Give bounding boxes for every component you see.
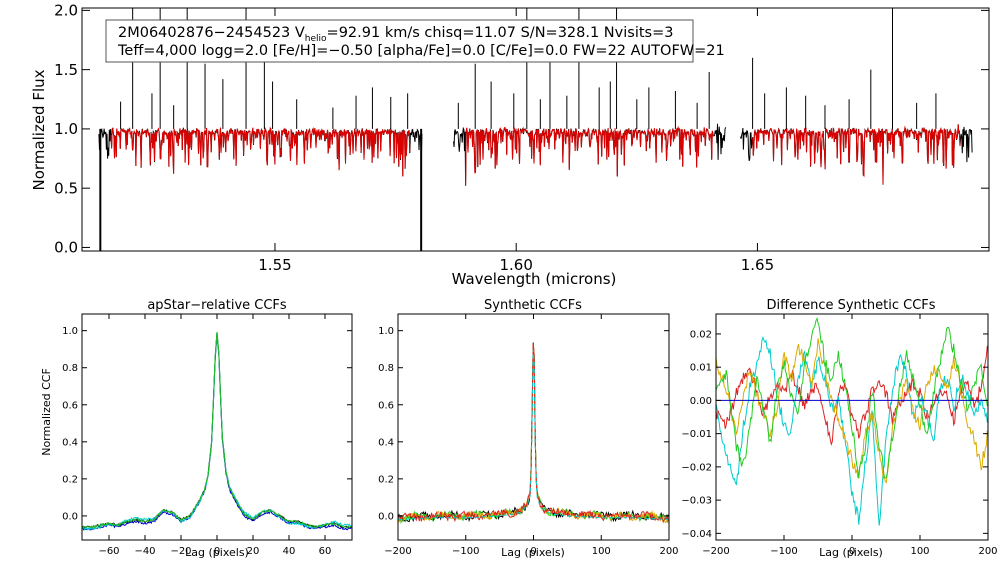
synthetic-ccf-y-tick-label: 0.6: [378, 400, 394, 411]
spectrum-y-tick-label: 0.5: [54, 179, 78, 197]
synthetic-ccf-axes: −200 −100 0 100 200 0.0 0.2 0.4 0.6 0.8 1.0: [378, 314, 679, 557]
diff-ccf-line: [715, 345, 988, 446]
info-line-1-subscript: helio: [305, 34, 327, 44]
info-line-1-suffix: =92.91 km/s chisq=11.07 S/N=328.1 Nvisit…: [327, 25, 674, 41]
synthetic-ccf-x-tick-label: 0: [530, 546, 536, 557]
apstar-ccf-y-tick-label: 0.6: [62, 400, 78, 411]
spectrum-y-tick-label: 0.0: [54, 239, 78, 257]
apstar-ccf-data: [81, 331, 353, 531]
synthetic-ccf-x-tick-label: −100: [452, 546, 479, 557]
spectrum-frame: [81, 7, 990, 252]
info-line-1: 2M06402876−2454523 Vhelio=92.91 km/s chi…: [118, 25, 673, 44]
synthetic-ccf-title: Synthetic CCFs: [484, 298, 582, 313]
diff-ccf-x-tick-label: 200: [978, 546, 997, 557]
apstar-ccf-y-tick-label: 0.4: [62, 437, 78, 448]
diff-ccf-x-tick-label: 0: [849, 546, 855, 557]
spectrum-x-tick-label: 1.65: [741, 256, 774, 274]
apstar-ccf-y-tick-label: 1.0: [62, 326, 78, 337]
diff-ccf-x-tick-label: −200: [702, 546, 729, 557]
apstar-ccf-panel: −60 −40 −20 0 20 40 60 0.0 0.2 0.4 0.6 0.8 1.0 apSta…: [40, 298, 353, 559]
diff-ccf-x-tick-label: −100: [770, 546, 797, 557]
spectrum-model-line: [752, 124, 961, 184]
apstar-ccf-x-tick-label: 60: [319, 546, 332, 557]
diff-ccf-x-label: Lag (pixels): [819, 546, 883, 559]
spectrum-x-tick-label: 1.55: [258, 256, 291, 274]
apstar-ccf-y-label: Normalized CCF: [40, 368, 53, 456]
apstar-ccf-line: [81, 331, 353, 529]
apstar-ccf-y-tick-label: 0.8: [62, 363, 78, 374]
diff-ccf-y-tick-label: 0.01: [690, 363, 712, 374]
diff-ccf-y-tick-label: −0.02: [681, 462, 712, 473]
diff-ccf-y-tick-label: 0.00: [690, 396, 712, 407]
apstar-ccf-x-tick-label: 0: [214, 546, 220, 557]
apstar-ccf-frame: [81, 313, 353, 541]
synthetic-ccf-line: [397, 349, 669, 521]
apstar-ccf-y-tick-label: 0.0: [62, 511, 78, 522]
diff-ccf-panel: −200 −100 0 100 200 −0.04 −0.03 −0.02 −0.01 0.00 0…: [681, 298, 997, 559]
apstar-ccf-y-tick-label: 0.2: [62, 474, 78, 485]
spectrum-panel: 1.55 1.60 1.65 0.0 0.5 1.0 1.5 2.0 2M06402876−2…: [30, 2, 990, 288]
diff-ccf-frame: [715, 313, 989, 541]
spectrum-model-line: [465, 125, 715, 186]
spectrum-axes: 1.55 1.60 1.65 0.0 0.5 1.0 1.5 2.0: [54, 2, 989, 274]
apstar-ccf-x-tick-label: −20: [170, 546, 191, 557]
apstar-ccf-line: [81, 332, 353, 531]
diff-ccf-x-tick-label: 100: [910, 546, 929, 557]
info-line-2: Teff=4,000 logg=2.0 [Fe/H]=−0.50 [alpha/…: [117, 43, 725, 59]
apstar-ccf-x-tick-label: 40: [283, 546, 296, 557]
spectrum-x-tick-label: 1.60: [499, 256, 532, 274]
diff-ccf-title: Difference Synthetic CCFs: [766, 298, 935, 313]
synthetic-ccf-panel: −200 −100 0 100 200 0.0 0.2 0.4 0.6 0.8 1.0 Synthe…: [378, 298, 678, 559]
apstar-ccf-x-tick-label: −60: [98, 546, 119, 557]
diff-ccf-line: [715, 338, 988, 484]
spectrum-y-tick-label: 2.0: [54, 2, 78, 20]
diff-ccf-data: [715, 317, 988, 526]
diff-ccf-line: [715, 317, 988, 479]
apstar-ccf-x-tick-label: −40: [134, 546, 155, 557]
synthetic-ccf-data: [397, 342, 669, 525]
diff-ccf-axes: −200 −100 0 100 200 −0.04 −0.03 −0.02 −0.01 0.00 0…: [681, 314, 998, 557]
apstar-ccf-line: [81, 333, 353, 531]
synthetic-ccf-x-tick-label: 100: [592, 546, 611, 557]
synthetic-ccf-y-tick-label: 0.4: [378, 437, 394, 448]
synthetic-ccf-y-tick-label: 0.0: [378, 511, 394, 522]
spectrum-x-label: Wavelength (microns): [452, 270, 617, 288]
apstar-ccf-line: [81, 332, 353, 529]
synthetic-ccf-x-tick-label: 200: [659, 546, 678, 557]
apstar-ccf-x-tick-label: 20: [247, 546, 260, 557]
spectrum-y-tick-label: 1.0: [54, 120, 78, 138]
spectrum-y-tick-label: 1.5: [54, 61, 78, 79]
synthetic-ccf-x-tick-label: −200: [384, 546, 411, 557]
synthetic-ccf-x-label: Lag (pixels): [501, 546, 565, 559]
synthetic-ccf-line: [397, 343, 669, 524]
diff-ccf-y-tick-label: −0.01: [681, 429, 712, 440]
synthetic-ccf-y-tick-label: 1.0: [378, 326, 394, 337]
spectrum-data: [98, 8, 973, 251]
diff-ccf-y-tick-label: −0.03: [681, 496, 712, 507]
spectrum-model-line: [110, 126, 411, 177]
diff-ccf-y-tick-label: −0.04: [681, 529, 712, 540]
spectrum-y-label: Normalized Flux: [30, 69, 48, 190]
info-box: [105, 19, 694, 63]
apstar-ccf-title: apStar−relative CCFs: [147, 298, 287, 313]
diff-ccf-line: [715, 335, 988, 526]
diff-ccf-y-tick-label: 0.02: [690, 329, 712, 340]
synthetic-ccf-y-tick-label: 0.8: [378, 363, 394, 374]
synthetic-ccf-y-tick-label: 0.2: [378, 474, 394, 485]
apstar-ccf-x-label: Lag (pixels): [185, 546, 249, 559]
apstar-ccf-axes: −60 −40 −20 0 20 40 60 0.0 0.2 0.4 0.6 0.8 1.0: [62, 314, 352, 557]
